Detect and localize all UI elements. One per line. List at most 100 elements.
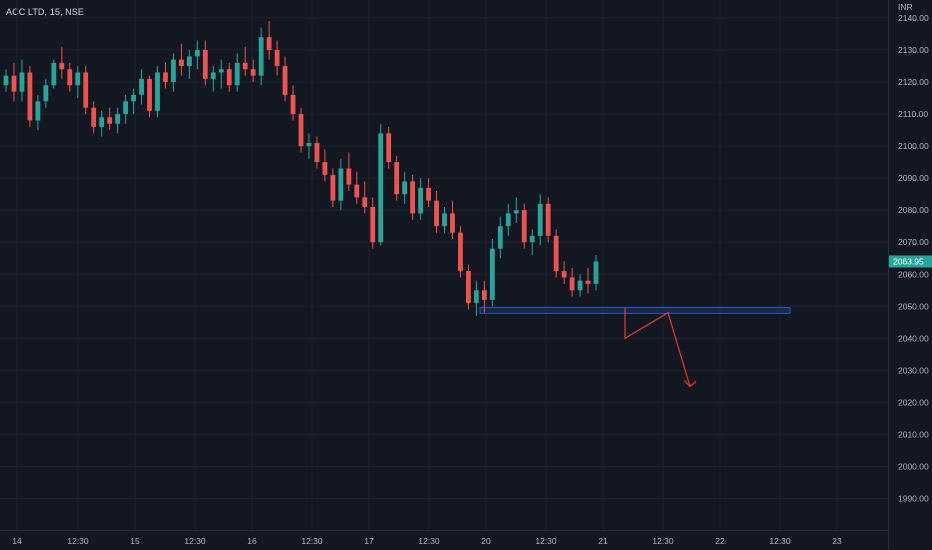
y-tick-label: 1990.00: [898, 494, 929, 504]
candle-body: [346, 168, 352, 185]
candle-body: [561, 271, 567, 278]
candle-body: [83, 72, 89, 108]
candle-body: [410, 181, 416, 214]
candle-body: [330, 174, 336, 201]
candle-body: [585, 280, 591, 284]
candle-body: [537, 203, 543, 236]
candle-body: [179, 59, 184, 67]
y-tick-label: 2100.00: [898, 141, 929, 151]
candle-body: [529, 235, 535, 243]
candle-body: [505, 213, 511, 227]
candle-body: [426, 187, 431, 201]
y-tick-label: 2110.00: [898, 109, 928, 119]
candle-body: [59, 62, 65, 70]
y-tick-label: 2040.00: [898, 333, 929, 343]
candle-body: [290, 94, 296, 115]
candle-body: [282, 66, 288, 95]
y-tick-label: 2030.00: [898, 365, 929, 375]
candle-body: [322, 162, 328, 175]
candle-body: [194, 50, 200, 57]
symbol-title[interactable]: ACC LTD, 15, NSE: [6, 7, 84, 17]
candle-body: [386, 133, 392, 163]
x-tick-label: 12:30: [535, 536, 557, 546]
projection-path: [624, 307, 691, 387]
candle-body: [466, 271, 471, 304]
candle-body: [242, 62, 248, 70]
x-tick-label: 12:30: [67, 536, 89, 546]
candle-body: [569, 277, 575, 291]
candle-body: [545, 203, 551, 236]
candle-body: [298, 114, 304, 147]
candle-body: [394, 162, 400, 195]
projection-arrowhead: [683, 379, 697, 388]
candle-body: [250, 69, 256, 76]
candle-body: [266, 37, 272, 51]
candle-body: [378, 133, 384, 243]
candle-body: [481, 290, 487, 300]
candle-body: [155, 72, 160, 111]
x-tick-label: 20: [481, 536, 491, 546]
x-tick-label: 16: [247, 536, 257, 546]
candle-body: [43, 85, 49, 102]
candle-body: [521, 210, 527, 243]
candle-body: [314, 142, 320, 163]
x-tick-label: 12:30: [769, 536, 791, 546]
candle-body: [362, 197, 368, 207]
candle-body: [474, 290, 479, 304]
candle-body: [370, 206, 376, 243]
x-tick-label: 15: [130, 536, 140, 546]
candle-body: [553, 235, 559, 272]
candle-body: [163, 72, 168, 83]
candle-body: [91, 107, 97, 127]
candle-body: [131, 94, 136, 102]
last-price-badge: [889, 255, 932, 268]
candle-body: [139, 78, 144, 95]
x-tick-label: 12:30: [418, 536, 440, 546]
candle-body: [354, 184, 360, 198]
x-tick-label: 21: [598, 536, 608, 546]
candle-body: [67, 69, 73, 86]
candle-body: [234, 62, 240, 86]
candle-body: [107, 117, 113, 124]
candle-body: [458, 232, 463, 272]
candle-body: [19, 72, 25, 92]
candle-body: [186, 56, 192, 67]
candle-body: [489, 248, 495, 300]
candle-body: [202, 50, 208, 79]
candle-body: [442, 213, 447, 227]
candle-body: [115, 114, 121, 124]
candle-body: [123, 101, 128, 115]
candle-body: [35, 101, 41, 121]
candle-body: [99, 117, 105, 127]
y-tick-label: 2120.00: [898, 77, 929, 87]
y-tick-label: 2130.00: [898, 45, 929, 55]
candle-body: [274, 50, 280, 67]
candle-body: [306, 142, 312, 147]
candle-body: [402, 181, 408, 195]
y-tick-label: 2050.00: [898, 301, 929, 311]
x-tick-label: 23: [832, 536, 842, 546]
candle-body: [75, 72, 81, 86]
y-tick-label: 2010.00: [898, 429, 929, 439]
candle-body: [418, 187, 423, 214]
last-price-label: 2063.95: [893, 256, 924, 266]
x-tick-label: 12:30: [301, 536, 323, 546]
candle-body: [258, 37, 264, 76]
candle-body: [11, 75, 17, 92]
support-zone: [479, 307, 791, 314]
currency-label: INR: [898, 2, 913, 12]
x-tick-label: 22: [715, 536, 725, 546]
y-tick-label: 2140.00: [898, 13, 929, 23]
candle-body: [51, 62, 57, 86]
candle-body: [593, 261, 599, 284]
candle-body: [577, 280, 583, 291]
y-tick-label: 2070.00: [898, 237, 929, 247]
y-tick-label: 2080.00: [898, 205, 929, 215]
candle-body: [171, 59, 176, 83]
y-tick-label: 2000.00: [898, 461, 929, 471]
candle-body: [3, 75, 9, 86]
candle-body: [497, 226, 503, 249]
candle-body: [218, 69, 224, 73]
